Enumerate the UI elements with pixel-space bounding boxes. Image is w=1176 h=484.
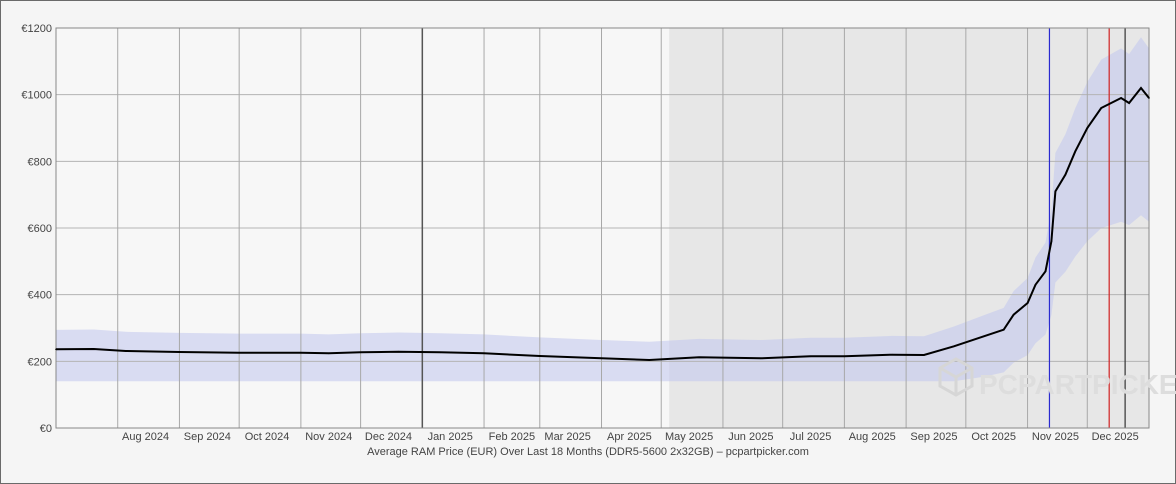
price-point [600, 357, 603, 360]
price-point [1120, 97, 1122, 99]
price-point [1050, 240, 1053, 243]
x-tick-label: Jan 2025 [428, 431, 473, 443]
price-point [760, 357, 762, 360]
x-tick-label: Nov 2025 [1032, 431, 1079, 443]
price-point [124, 350, 127, 352]
price-point [178, 351, 181, 353]
price-range-band [56, 37, 1149, 382]
x-tick-label: Sep 2025 [910, 431, 957, 443]
watermark-cube-icon [938, 357, 974, 397]
price-point [1074, 150, 1077, 153]
x-tick-label: May 2025 [665, 431, 713, 443]
x-tick-label: Dec 2025 [1092, 431, 1139, 443]
price-point [1002, 328, 1005, 331]
chart-title: Average RAM Price (EUR) Over Last 18 Mon… [367, 446, 809, 458]
price-point [55, 348, 57, 351]
y-tick-label: €800 [28, 156, 52, 168]
price-point [648, 359, 651, 361]
x-tick-label: Sep 2024 [184, 431, 231, 443]
price-point [397, 350, 400, 353]
x-tick-label: Apr 2025 [607, 431, 652, 443]
price-point [983, 335, 985, 338]
price-point [1100, 107, 1102, 109]
y-tick-label: €0 [40, 423, 52, 435]
price-point [891, 353, 893, 356]
price-point [1128, 102, 1130, 104]
price-point [953, 345, 955, 348]
x-tick-label: Oct 2025 [971, 431, 1016, 443]
x-tick-label: Jul 2025 [790, 431, 832, 443]
y-tick-label: €1000 [21, 90, 52, 102]
y-tick-label: €200 [28, 356, 52, 368]
price-point [1034, 283, 1037, 286]
price-point [238, 351, 240, 354]
plot-border [55, 27, 1150, 429]
x-tick-label: Nov 2024 [305, 431, 352, 443]
price-point [698, 356, 700, 359]
price-point [93, 348, 95, 350]
price-point [1054, 190, 1057, 193]
price-point [539, 355, 541, 357]
price-point [1044, 270, 1047, 273]
price-point [300, 351, 302, 354]
price-point [1086, 127, 1089, 129]
price-point [328, 352, 330, 355]
price-point [483, 352, 485, 355]
x-tick-label: Mar 2025 [544, 431, 590, 443]
price-point [1140, 87, 1142, 89]
price-point [1026, 302, 1029, 304]
y-tick-label: €400 [28, 290, 52, 302]
watermark: PCPARTPICKER [938, 357, 1176, 400]
x-tick-label: Aug 2024 [122, 431, 169, 443]
x-tick-label: Oct 2024 [245, 431, 290, 443]
price-point [359, 351, 362, 354]
watermark-text: PCPARTPICKER [979, 369, 1176, 400]
price-point [1064, 173, 1067, 176]
x-tick-label: Aug 2025 [849, 431, 896, 443]
y-tick-label: €600 [28, 223, 52, 235]
price-point [923, 354, 925, 356]
x-tick-label: Jun 2025 [728, 431, 773, 443]
price-point [843, 355, 846, 358]
price-point [439, 351, 442, 354]
price-point [1012, 313, 1015, 316]
price-point [1148, 97, 1150, 99]
x-tick-label: Feb 2025 [489, 431, 535, 443]
y-tick-label: €1200 [21, 23, 52, 35]
price-point [809, 355, 812, 358]
x-tick-label: Dec 2024 [365, 431, 412, 443]
